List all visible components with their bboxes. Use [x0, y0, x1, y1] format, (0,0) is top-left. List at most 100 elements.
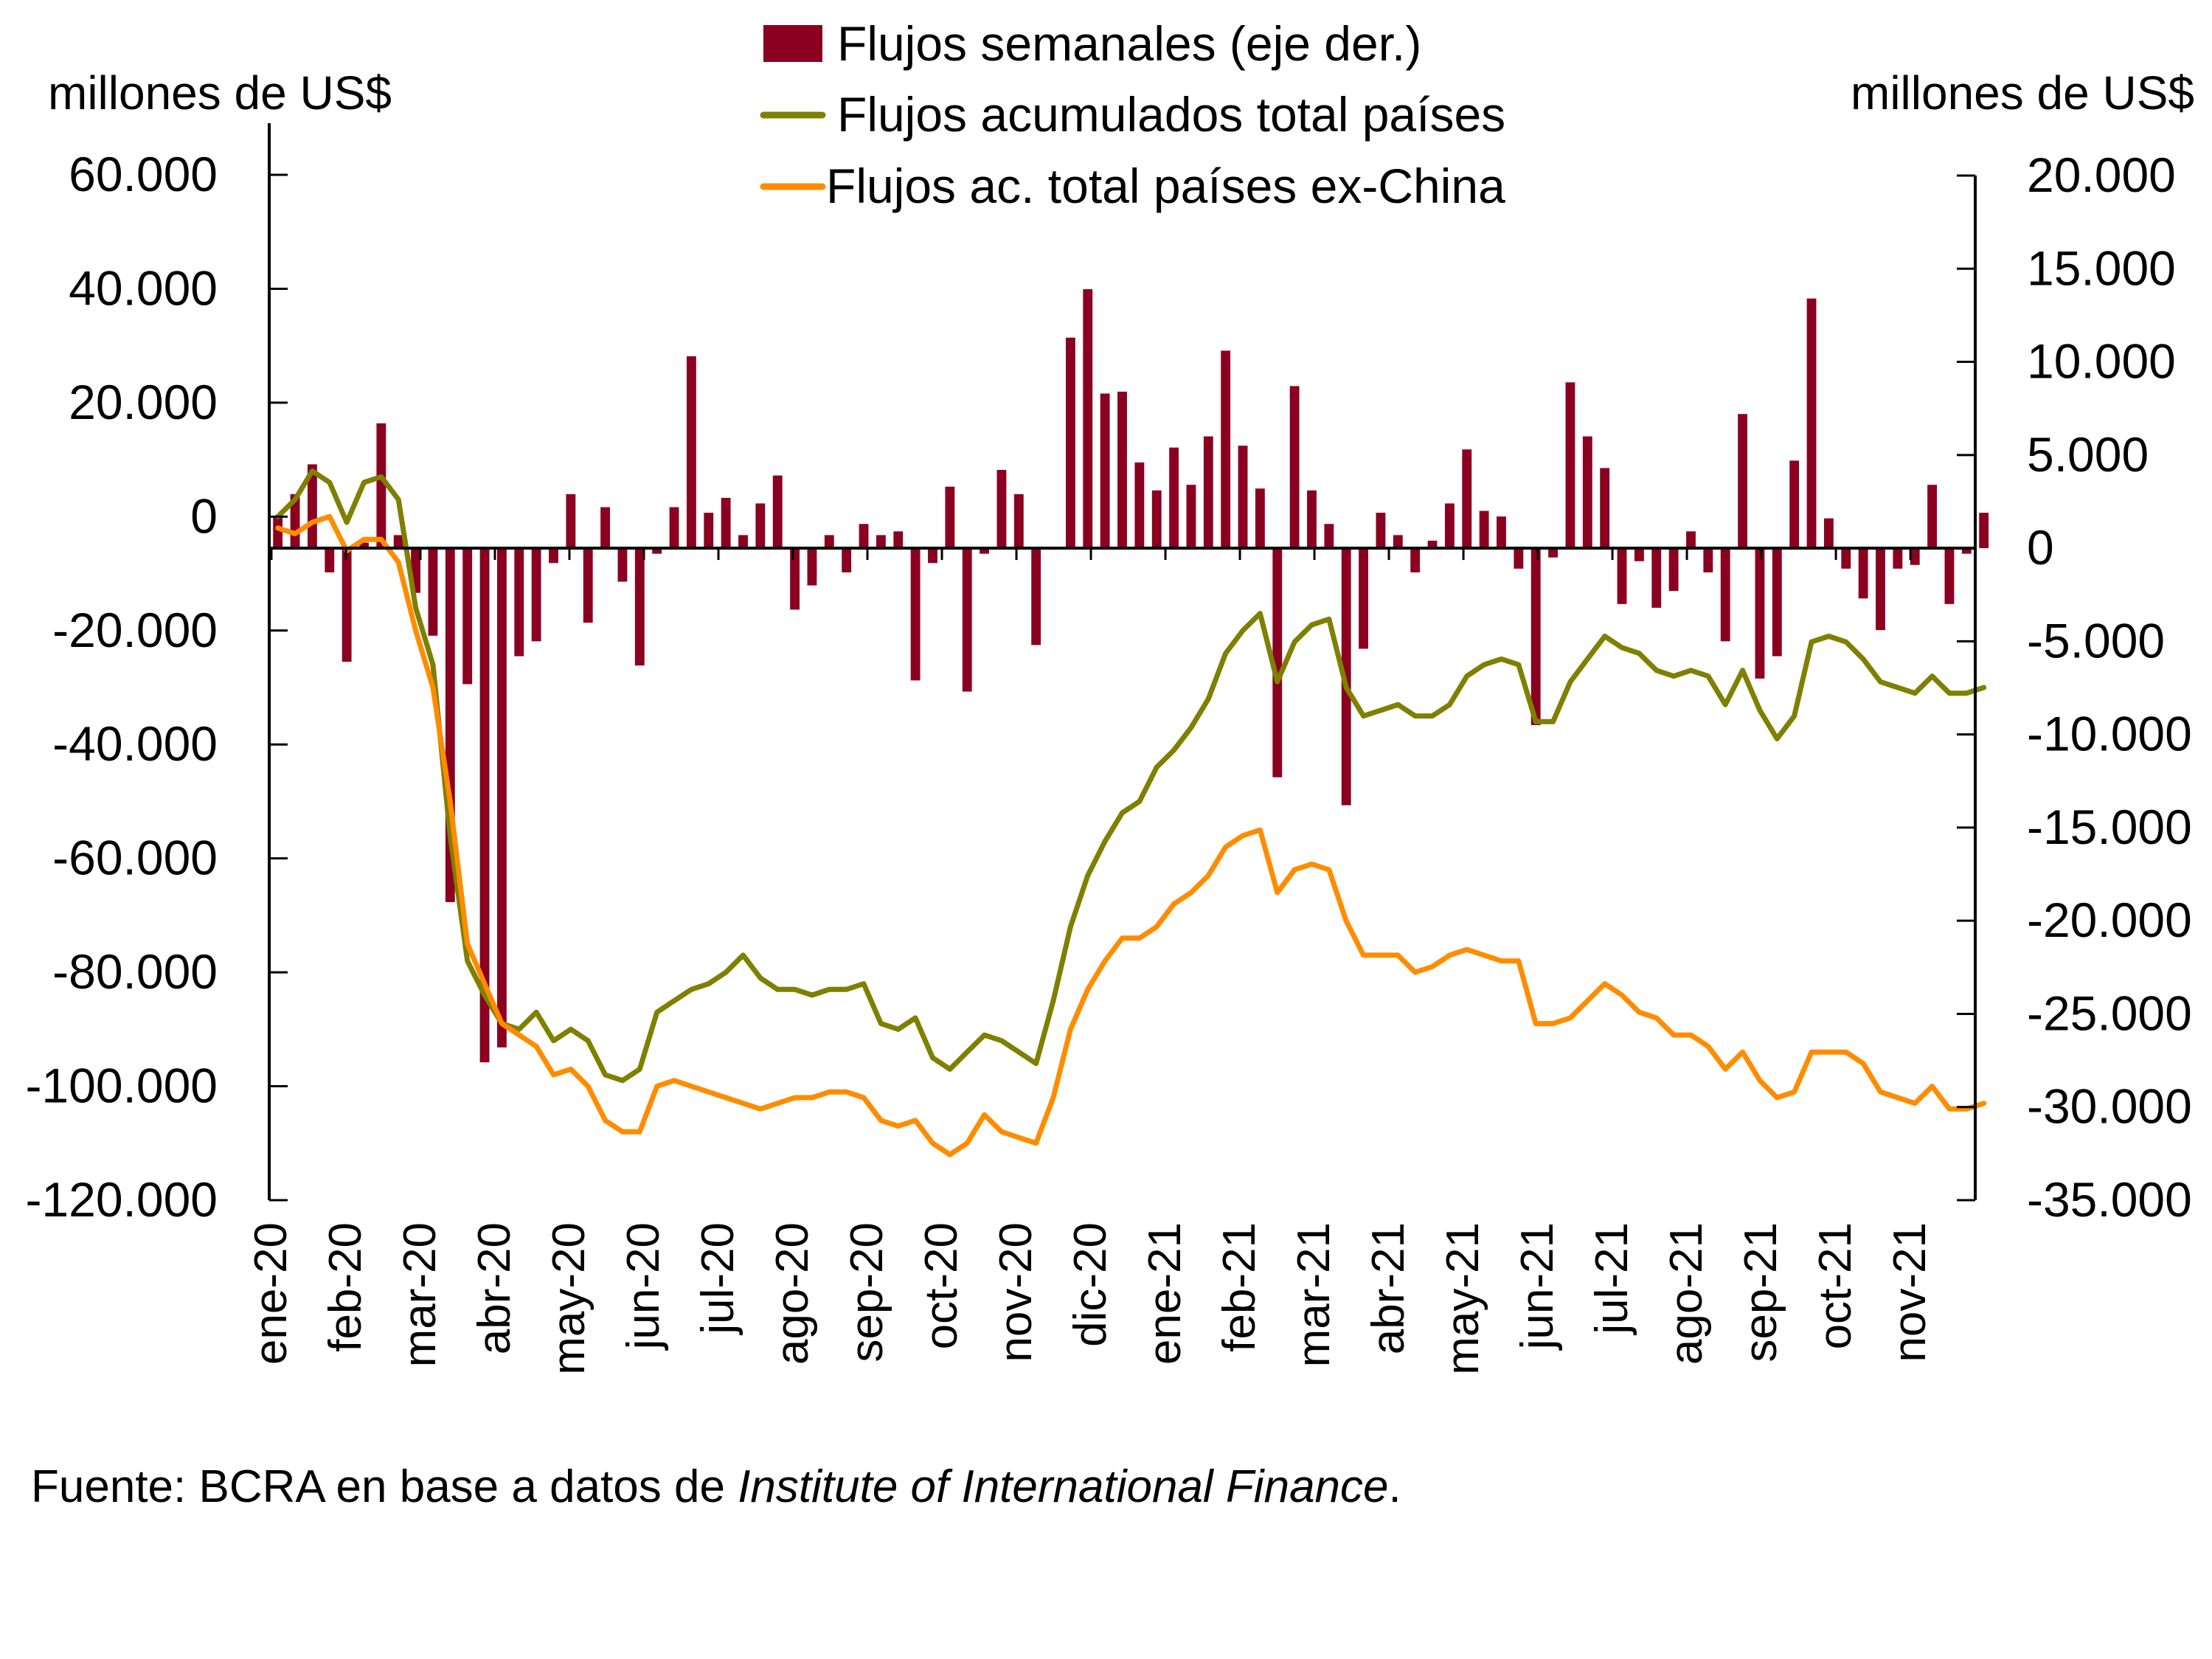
weekly-bar	[1961, 548, 1972, 554]
weekly-bar	[996, 470, 1007, 549]
weekly-bar	[1720, 548, 1730, 642]
x-tick-label: may-21	[1438, 1222, 1488, 1375]
weekly-bar	[1565, 382, 1575, 549]
weekly-bar	[1738, 414, 1748, 549]
weekly-bar	[893, 531, 904, 549]
weekly-bar	[755, 503, 766, 549]
source-suffix: .	[1388, 1461, 1401, 1512]
weekly-bar	[341, 548, 352, 662]
weekly-flow-bars	[273, 289, 1989, 1063]
x-tick-label: oct-21	[1810, 1222, 1861, 1349]
weekly-bar	[824, 535, 834, 549]
weekly-bar	[910, 548, 920, 681]
weekly-bar	[1100, 393, 1110, 549]
x-tick-label: mar-20	[395, 1222, 445, 1367]
x-tick-label: oct-20	[916, 1222, 967, 1349]
weekly-bar	[479, 548, 490, 1063]
x-tick-label: dic-20	[1065, 1222, 1116, 1347]
left-tick-label: -40.000	[52, 716, 218, 771]
weekly-bar	[393, 535, 403, 549]
x-tick-label: ene-21	[1140, 1222, 1190, 1365]
weekly-bar	[617, 548, 628, 582]
weekly-bar	[1703, 548, 1713, 572]
weekly-bar	[1013, 493, 1024, 549]
weekly-bar	[1634, 548, 1644, 561]
x-tick-label: jul-21	[1587, 1222, 1637, 1336]
x-tick-label: jul-20	[693, 1222, 743, 1336]
right-tick-label: -30.000	[2027, 1079, 2192, 1134]
x-tick-label: jun-21	[1512, 1222, 1563, 1351]
x-tick-label: nov-20	[991, 1222, 1041, 1362]
weekly-bar	[790, 548, 800, 610]
weekly-bar	[325, 548, 335, 572]
weekly-bar	[1582, 436, 1592, 549]
right-tick-label: -5.000	[2027, 613, 2165, 668]
weekly-bar	[1497, 516, 1506, 549]
right-tick-label: -25.000	[2027, 986, 2192, 1040]
x-tick-label: ene-20	[246, 1222, 297, 1365]
weekly-bar	[496, 548, 507, 1047]
weekly-bar	[962, 548, 972, 692]
weekly-bar	[1617, 548, 1627, 604]
x-tick-label: ago-20	[767, 1222, 818, 1365]
weekly-bar	[876, 535, 886, 549]
right-axis-unit-label: millones de US$	[1851, 66, 2194, 120]
x-tick-label: mar-21	[1289, 1222, 1339, 1367]
weekly-bar	[359, 542, 369, 549]
weekly-bar	[1910, 548, 1920, 565]
weekly-bar	[1789, 460, 1800, 549]
line-total-countries	[275, 468, 1987, 1084]
weekly-bar	[1221, 350, 1231, 549]
x-tick-label: sep-21	[1736, 1222, 1786, 1362]
right-tick-label: 5.000	[2027, 427, 2149, 482]
weekly-bar	[842, 548, 852, 572]
weekly-bar	[1410, 548, 1421, 572]
weekly-bar	[1479, 510, 1489, 549]
weekly-bar	[859, 524, 869, 549]
weekly-bar	[1272, 548, 1283, 777]
weekly-bar	[1203, 436, 1213, 549]
weekly-bar	[686, 356, 696, 549]
weekly-bar	[652, 548, 662, 554]
weekly-bar	[1514, 548, 1524, 569]
weekly-bar	[1927, 485, 1938, 549]
weekly-bar	[1186, 485, 1196, 549]
weekly-bar	[462, 548, 473, 685]
weekly-bar	[376, 423, 386, 549]
x-tick-label: feb-21	[1214, 1222, 1265, 1352]
weekly-bar	[738, 535, 748, 549]
right-tick-label: -35.000	[2027, 1172, 2192, 1227]
weekly-bar	[583, 548, 593, 623]
weekly-bar	[807, 548, 817, 586]
weekly-bar	[1876, 548, 1885, 631]
weekly-bar	[980, 548, 990, 554]
weekly-bar	[1979, 513, 1989, 549]
weekly-bar	[531, 548, 541, 642]
source-prefix: Fuente: BCRA en base a datos de	[31, 1461, 738, 1512]
weekly-bar	[669, 507, 679, 549]
weekly-bar	[1806, 298, 1817, 549]
right-tick-label: 0	[2027, 520, 2054, 575]
weekly-bar	[1376, 513, 1386, 549]
weekly-bar	[1151, 490, 1162, 549]
weekly-bar	[1427, 540, 1438, 549]
left-tick-label: -20.000	[52, 603, 218, 657]
weekly-bar	[1823, 518, 1834, 549]
weekly-bar	[1893, 548, 1903, 569]
weekly-bar	[721, 497, 731, 549]
right-tick-label: -15.000	[2027, 800, 2192, 854]
weekly-bar	[1169, 447, 1179, 549]
x-tick-label: feb-20	[320, 1222, 371, 1352]
weekly-bar	[1083, 289, 1093, 549]
source-italic: Institute of International Finance	[738, 1461, 1389, 1512]
left-tick-label: -60.000	[52, 831, 218, 885]
weekly-bar	[634, 548, 645, 666]
weekly-bar	[1393, 535, 1403, 549]
weekly-bar	[1858, 548, 1868, 599]
weekly-bar	[1324, 524, 1334, 549]
weekly-bar	[1359, 548, 1369, 649]
left-tick-label: 40.000	[69, 260, 218, 315]
left-tick-label: -120.000	[25, 1172, 218, 1227]
weekly-bar	[1444, 503, 1455, 549]
